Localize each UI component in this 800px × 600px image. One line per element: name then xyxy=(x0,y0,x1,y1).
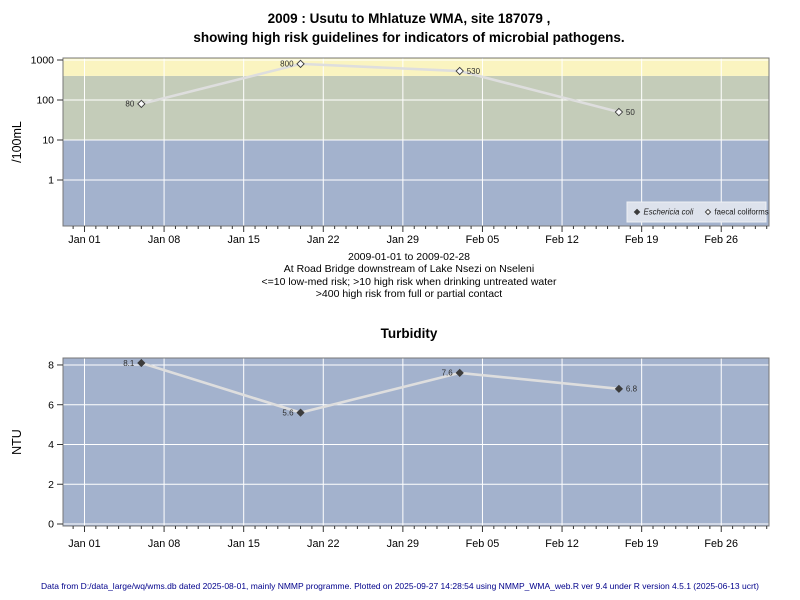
x-tick-label: Jan 22 xyxy=(307,234,339,246)
subtitle-site-description: At Road Bridge downstream of Lake Nsezi … xyxy=(283,263,535,276)
risk-bands xyxy=(63,58,769,226)
x-axis: Jan 01 Jan 08 Jan 15 Jan 22 Jan 29 Feb 05 Feb … xyxy=(68,526,768,550)
main-title-line2: showing high risk guidelines for indicat… xyxy=(193,30,625,45)
data-point xyxy=(137,99,146,109)
series-line xyxy=(141,62,620,114)
x-tick-label: Jan 15 xyxy=(227,538,259,550)
gridlines xyxy=(63,358,769,526)
band-background xyxy=(63,358,769,526)
chart1-subtitle: 2009-01-01 to 2009-02-28 At Road Bridge … xyxy=(9,251,800,301)
point-value-label: 50 xyxy=(626,108,635,117)
series-line xyxy=(140,361,620,415)
legend-box xyxy=(626,201,767,223)
x-axis: Jan 01 Jan 08 Jan 15 Jan 22 Jan 29 Feb 05 Feb … xyxy=(68,226,768,246)
x-tick-label: Jan 22 xyxy=(307,538,339,550)
x-tick-label: Feb 26 xyxy=(704,538,738,550)
turbidity-plot: 0 2 4 6 8 Jan 01 Jan 08 Jan 15 Jan 22 Jan 29 Feb 0… xyxy=(10,357,770,550)
x-tick-label: Jan 01 xyxy=(68,538,100,550)
x-tick-label: Feb 19 xyxy=(625,234,659,246)
legend-label: faecal coliforms xyxy=(715,208,769,217)
subtitle-guideline-drinking: <=10 low-med risk; >10 high risk when dr… xyxy=(261,275,557,288)
series-Turbidity: 8.1 5.6 7.6 6.8 xyxy=(123,359,637,418)
main-title: 2009 : Usutu to Mhlatuze WMA, site 18707… xyxy=(9,9,800,47)
y-axis: 0 2 4 6 8 xyxy=(48,360,63,531)
plot-frame xyxy=(62,57,770,227)
point-value-label: 80 xyxy=(125,100,134,109)
y-tick-label: 10 xyxy=(42,135,54,147)
series-faecal-coliforms: 80 800 530 50 xyxy=(125,59,635,117)
x-tick-label: Feb 12 xyxy=(545,538,579,550)
y-axis: 1 10 100 1000 xyxy=(31,55,63,187)
x-tick-label: Jan 01 xyxy=(68,234,100,246)
point-value-label: 530 xyxy=(467,67,481,76)
subtitle-date-range: 2009-01-01 to 2009-02-28 xyxy=(347,251,470,263)
y-tick-label: 1 xyxy=(48,175,54,187)
y-tick-label: 8 xyxy=(48,360,54,372)
data-point xyxy=(296,59,305,69)
gridlines xyxy=(63,58,769,226)
x-tick-label: Jan 08 xyxy=(148,538,180,550)
y-tick-label: 6 xyxy=(48,399,54,411)
data-point xyxy=(614,384,624,393)
point-value-label: 800 xyxy=(280,60,294,69)
y-tick-label: 4 xyxy=(48,439,54,451)
y-tick-label: 0 xyxy=(48,519,54,531)
microbial-indicators-plot: 1 10 100 1000 Jan 01 Jan 08 Jan 15 Jan 22 Jan 29… xyxy=(10,55,770,246)
x-tick-label: Feb 12 xyxy=(545,234,579,246)
y-tick-label: 2 xyxy=(48,479,54,491)
legend-marker-filled-diamond xyxy=(633,208,641,216)
band-high-risk-contact xyxy=(63,58,769,76)
risk-bands xyxy=(63,358,769,526)
y-tick-label: 1000 xyxy=(31,55,55,67)
footer-note: Data from D:/data_large/wq/wms.db dated … xyxy=(41,581,759,591)
x-tick-label: Feb 19 xyxy=(625,538,659,550)
point-value-label: 6.8 xyxy=(626,385,638,394)
legend: Eschericia coli faecal coliforms xyxy=(626,201,769,223)
y-tick-label: 100 xyxy=(36,95,54,107)
point-value-label: 8.1 xyxy=(123,359,135,368)
data-point xyxy=(614,107,624,117)
data-point xyxy=(455,66,464,76)
turbidity-y-axis-title: NTU xyxy=(10,429,24,455)
microbial-indicators-y-axis-title: /100mL xyxy=(10,121,24,163)
band-high-risk-drinking xyxy=(63,75,769,141)
plot-frame xyxy=(62,357,770,527)
x-tick-label: Feb 26 xyxy=(704,234,738,246)
point-value-label: 7.6 xyxy=(442,369,454,378)
data-point xyxy=(296,408,305,417)
legend-marker-open-diamond xyxy=(704,208,712,216)
subtitle-guideline-contact: >400 high risk from full or partial cont… xyxy=(315,288,503,301)
x-tick-label: Jan 29 xyxy=(387,234,419,246)
data-point xyxy=(455,368,464,378)
data-point xyxy=(137,358,146,368)
x-tick-label: Jan 08 xyxy=(148,234,180,246)
main-title-line1: 2009 : Usutu to Mhlatuze WMA, site 18707… xyxy=(267,11,551,26)
x-tick-label: Feb 05 xyxy=(466,538,500,550)
x-tick-label: Jan 15 xyxy=(227,234,259,246)
x-tick-label: Feb 05 xyxy=(466,234,500,246)
turbidity-title: Turbidity xyxy=(380,326,438,341)
x-tick-label: Jan 29 xyxy=(387,538,419,550)
point-value-label: 5.6 xyxy=(282,408,294,417)
legend-label: Eschericia coli xyxy=(644,208,694,217)
